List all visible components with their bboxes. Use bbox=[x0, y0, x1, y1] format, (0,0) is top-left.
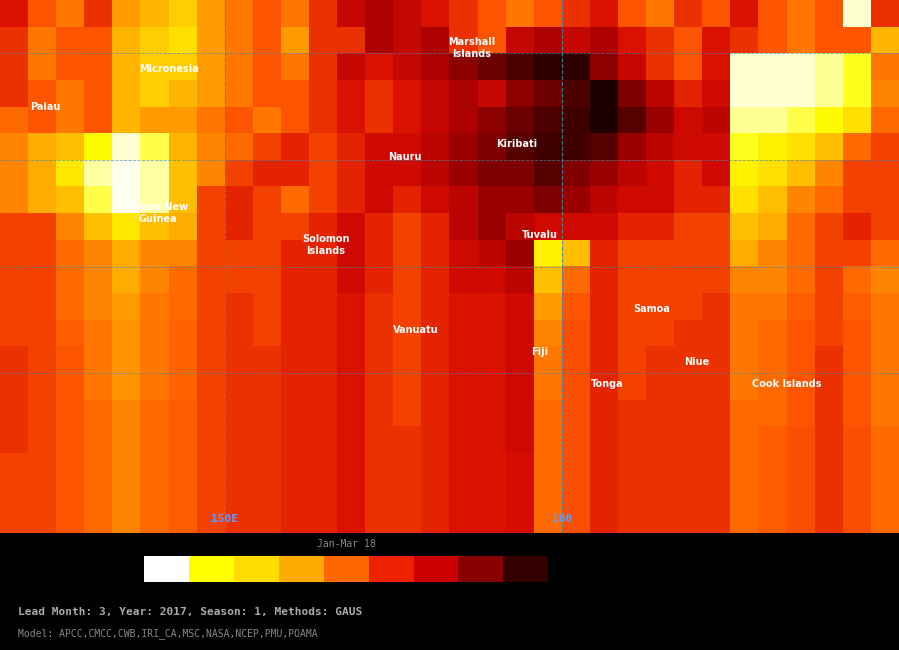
Text: Fiji: Fiji bbox=[530, 347, 548, 357]
Bar bbox=[279, 556, 324, 582]
Text: Solomon
Islands: Solomon Islands bbox=[302, 235, 350, 256]
Bar bbox=[189, 556, 234, 582]
Text: Vanuatu: Vanuatu bbox=[393, 326, 439, 335]
Text: Cook Islands: Cook Islands bbox=[752, 379, 822, 389]
Text: Tuvalu: Tuvalu bbox=[521, 229, 557, 239]
Text: Samoa: Samoa bbox=[634, 304, 670, 314]
Bar bbox=[414, 556, 458, 582]
Text: Niue: Niue bbox=[684, 358, 709, 367]
Bar bbox=[369, 556, 414, 582]
Text: Tonga: Tonga bbox=[591, 379, 623, 389]
Text: Marshall
Islands: Marshall Islands bbox=[449, 37, 495, 58]
Bar bbox=[458, 556, 503, 582]
Text: Kiribati: Kiribati bbox=[496, 139, 538, 149]
Text: Lead Month: 3, Year: 2017, Season: 1, Methods: GAUS: Lead Month: 3, Year: 2017, Season: 1, Me… bbox=[18, 607, 362, 617]
Text: Nauru: Nauru bbox=[387, 151, 422, 162]
Text: 180: 180 bbox=[552, 514, 572, 525]
Text: Palau: Palau bbox=[30, 101, 60, 112]
Bar bbox=[324, 556, 369, 582]
Text: Papua New
Guinea: Papua New Guinea bbox=[127, 202, 188, 224]
Text: Micronesia: Micronesia bbox=[138, 64, 199, 74]
Text: Model: APCC,CMCC,CWB,IRI_CA,MSC,NASA,NCEP,PMU,POAMA: Model: APCC,CMCC,CWB,IRI_CA,MSC,NASA,NCE… bbox=[18, 628, 317, 639]
Bar bbox=[234, 556, 279, 582]
Bar bbox=[503, 556, 548, 582]
Text: Jan-Mar 18: Jan-Mar 18 bbox=[316, 540, 376, 549]
Text: 150E: 150E bbox=[211, 514, 238, 525]
Bar bbox=[144, 556, 189, 582]
